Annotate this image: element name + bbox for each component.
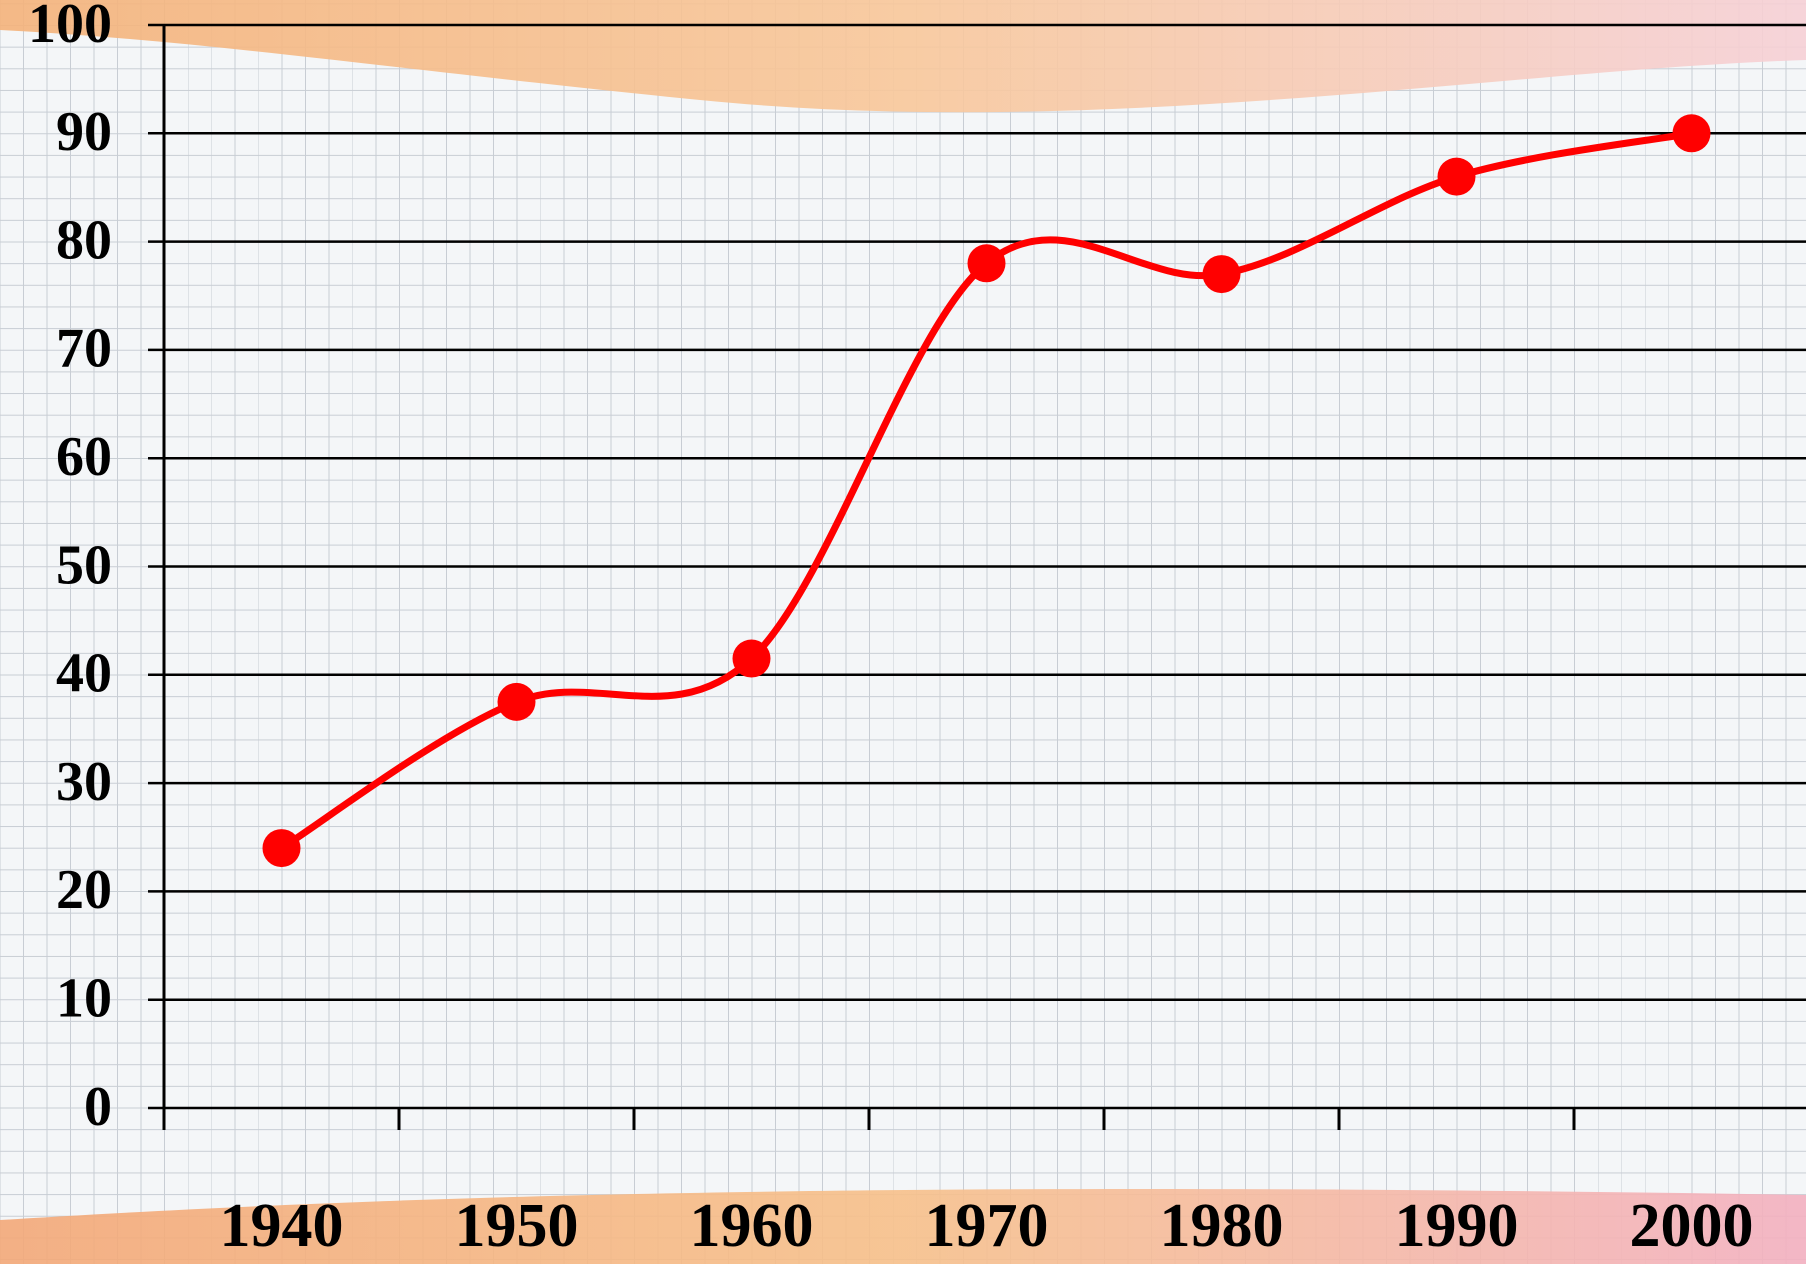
chart: 0 10 20 30 40 50 60 70 80 90 100 1940 1950 1960 1970 19…	[0, 0, 1806, 1264]
y-tick-label: 80	[56, 209, 112, 271]
y-tick-label: 70	[56, 318, 112, 380]
data-point	[263, 829, 301, 867]
y-tick-label: 100	[28, 0, 112, 55]
y-tick-label: 30	[56, 751, 112, 813]
x-tick-label: 2000	[1630, 1192, 1754, 1260]
x-tick-label: 1970	[925, 1192, 1049, 1260]
data-point	[968, 244, 1006, 282]
data-point	[1673, 114, 1711, 152]
y-tick-label: 60	[56, 426, 112, 488]
page: 0 10 20 30 40 50 60 70 80 90 100 1940 1950 1960 1970 19…	[0, 0, 1806, 1264]
data-point	[1203, 255, 1241, 293]
y-tick-label: 50	[56, 534, 112, 596]
y-tick-label: 20	[56, 859, 112, 921]
data-point	[1438, 158, 1476, 196]
x-tick-label: 1990	[1395, 1192, 1519, 1260]
y-tick-label: 40	[56, 643, 112, 705]
x-tick-label: 1980	[1160, 1192, 1284, 1260]
data-point	[498, 683, 536, 721]
y-tick-label: 10	[56, 968, 112, 1030]
data-point	[733, 640, 771, 678]
x-tick-label: 1960	[690, 1192, 814, 1260]
y-tick-label: 0	[84, 1076, 112, 1138]
paper-grid	[0, 0, 1806, 1264]
y-tick-label: 90	[56, 101, 112, 163]
x-tick-label: 1950	[455, 1192, 579, 1260]
x-tick-label: 1940	[220, 1192, 344, 1260]
